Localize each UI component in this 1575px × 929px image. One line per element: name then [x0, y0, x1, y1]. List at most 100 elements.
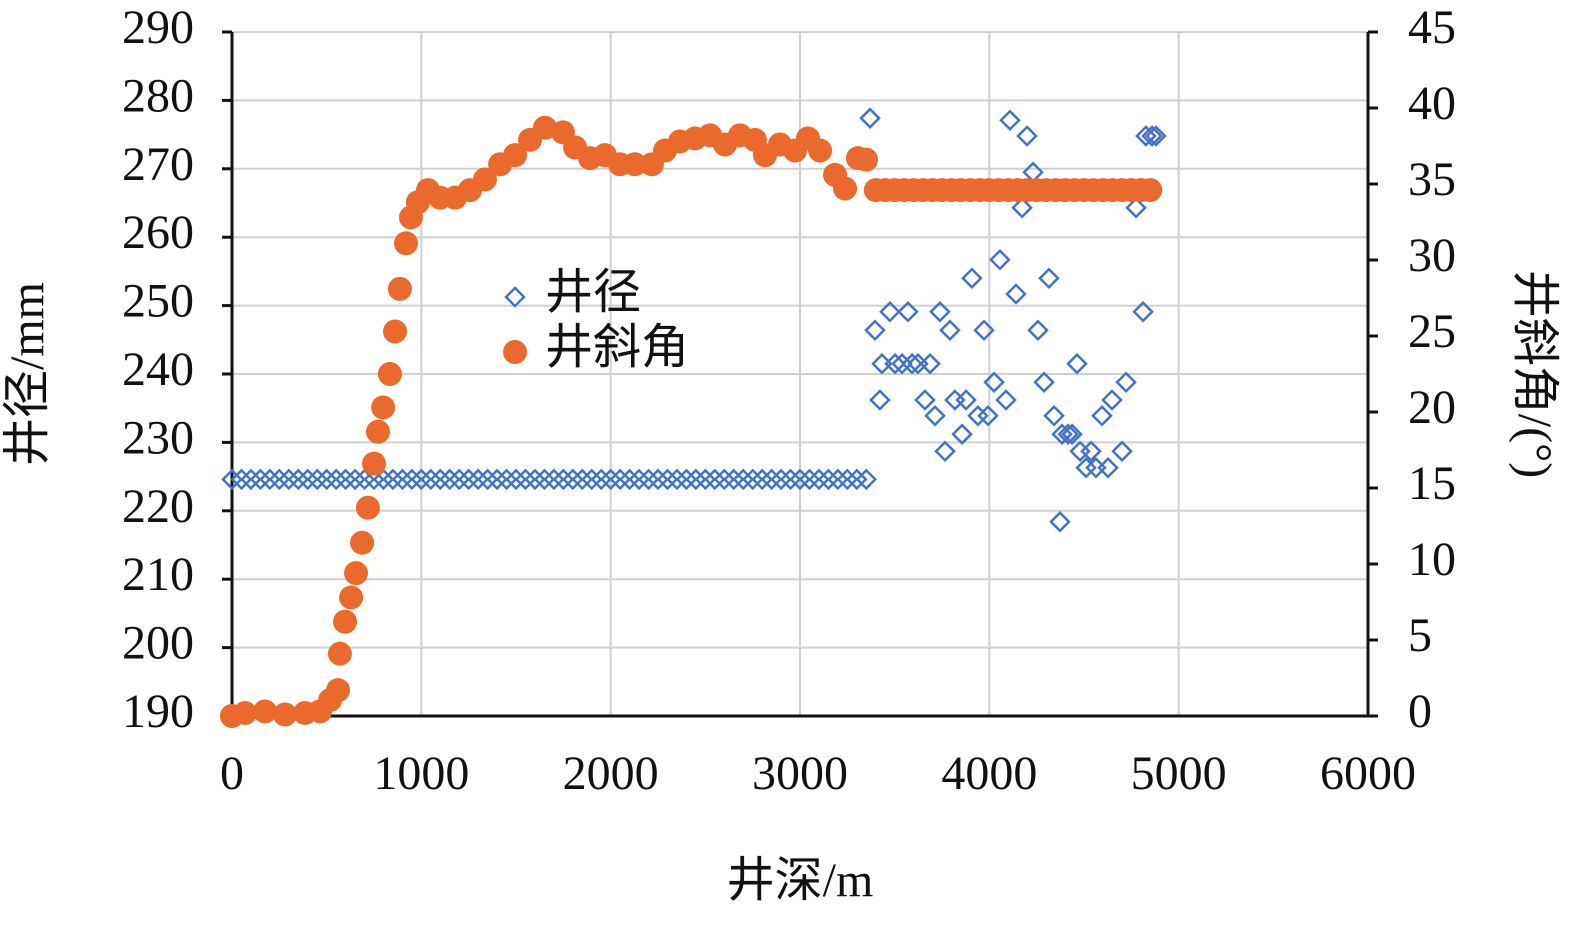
data-point: [722, 468, 745, 491]
data-point: [1005, 283, 1027, 305]
y2-tick-label: 30: [1408, 229, 1456, 282]
data-point: [859, 107, 881, 129]
legend-marker: [504, 286, 526, 308]
data-point: [1132, 300, 1154, 323]
data-point: [362, 451, 386, 476]
data-point: [1101, 389, 1123, 411]
data-point: [637, 468, 660, 491]
data-point: [967, 404, 989, 427]
data-point: [326, 678, 351, 703]
data-point: [999, 109, 1021, 132]
x-tick-label: 4000: [941, 747, 1037, 800]
data-point: [656, 468, 679, 491]
data-point: [240, 468, 262, 491]
data-point: [1111, 440, 1133, 463]
data-point: [961, 267, 983, 290]
data-point: [1043, 404, 1065, 427]
data-point: [571, 468, 594, 491]
data-point: [420, 468, 442, 491]
y-axis-title: 井径/mm: [1, 282, 54, 466]
data-point: [869, 389, 891, 411]
y-tick-label: 280: [122, 69, 194, 122]
data-point: [325, 468, 347, 491]
data-point: [365, 419, 390, 444]
data-point: [1049, 510, 1071, 533]
data-point: [647, 468, 669, 491]
data-point: [897, 300, 919, 323]
data-point: [387, 276, 412, 301]
y-tick-label: 230: [122, 411, 194, 464]
data-point: [472, 167, 497, 192]
data-point: [704, 468, 726, 491]
data-point: [741, 468, 764, 491]
y2-tick-label: 40: [1408, 77, 1456, 130]
data-point: [713, 468, 736, 491]
data-point: [751, 468, 773, 491]
data-point: [1091, 404, 1113, 427]
x-tick-label: 6000: [1320, 747, 1416, 800]
data-point: [827, 468, 849, 491]
data-point: [955, 389, 977, 411]
data-point: [590, 468, 612, 491]
data-point: [609, 468, 631, 491]
legend-label: 井径: [545, 266, 641, 319]
y2-tick-label: 45: [1408, 1, 1456, 54]
y2-axis-title: 井斜角/(°): [1508, 270, 1561, 479]
data-point: [273, 702, 298, 727]
data-point: [438, 468, 461, 491]
data-point: [495, 468, 518, 491]
data-point: [486, 468, 508, 491]
data-point: [846, 468, 868, 491]
data-point: [429, 468, 452, 491]
y-tick-label: 260: [122, 206, 194, 259]
y-tick-label: 270: [122, 138, 194, 191]
data-point: [1057, 423, 1079, 445]
data-point: [315, 468, 338, 491]
data-point: [939, 319, 961, 341]
data-point: [1038, 267, 1060, 290]
y2-tick-label: 20: [1408, 381, 1456, 434]
data-point: [989, 249, 1011, 271]
data-point: [230, 468, 253, 491]
data-point: [344, 561, 369, 586]
data-point: [306, 468, 328, 491]
data-point: [891, 352, 913, 375]
data-point: [871, 352, 893, 375]
data-point: [353, 468, 376, 491]
data-point: [1115, 371, 1137, 393]
data-point: [552, 468, 575, 491]
data-point: [268, 468, 291, 491]
data-point: [808, 468, 830, 491]
data-point: [901, 352, 923, 375]
data-point: [457, 468, 480, 491]
data-point: [951, 423, 973, 445]
y-tick-label: 290: [122, 1, 194, 54]
data-point: [410, 468, 433, 491]
data-point: [344, 468, 366, 491]
y2-tick-label: 25: [1408, 305, 1456, 358]
data-point: [377, 362, 402, 386]
data-point: [1061, 423, 1083, 445]
data-point: [524, 468, 546, 491]
data-point: [808, 138, 833, 163]
data-point: [628, 468, 650, 491]
data-point: [855, 468, 878, 491]
x-tick-label: 5000: [1131, 747, 1227, 800]
data-point: [221, 468, 243, 491]
data-point: [503, 143, 528, 168]
data-point: [252, 699, 277, 724]
data-point: [533, 468, 556, 491]
x-tick-label: 1000: [373, 747, 469, 800]
data-point: [1080, 440, 1102, 463]
data-point: [355, 495, 380, 520]
data-point: [372, 468, 395, 491]
data-point: [833, 176, 858, 201]
data-point: [562, 468, 584, 491]
data-point: [1125, 197, 1147, 219]
data-point: [580, 468, 603, 491]
data-point: [685, 468, 707, 491]
data-point: [1027, 319, 1049, 341]
data-point: [760, 468, 783, 491]
data-point: [1141, 125, 1163, 147]
data-point: [914, 389, 936, 411]
